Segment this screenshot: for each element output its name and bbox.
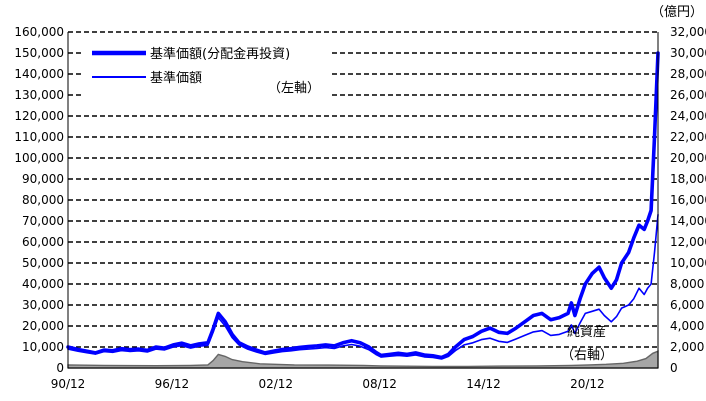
left-tick-label: 20,000	[22, 319, 64, 333]
right-tick-label: 12,000	[670, 235, 706, 249]
left-tick-label: 30,000	[22, 298, 64, 312]
series-line-reinvested	[66, 51, 660, 360]
right-tick-label: 18,000	[670, 172, 706, 186]
left-tick-label: 10,000	[22, 340, 64, 354]
right-tick-label: 20,000	[670, 151, 706, 165]
right-tick-label: 10,000	[670, 256, 706, 270]
right-tick-label: 2,000	[670, 340, 704, 354]
right-tick-label: 6,000	[670, 298, 704, 312]
left-tick-label: 90,000	[22, 172, 64, 186]
x-tick-label: 20/12	[570, 377, 605, 391]
x-tick-label: 08/12	[362, 377, 397, 391]
right-axis-unit: （億円）	[651, 4, 703, 20]
net-assets-annotation: 純資産 （右軸） （億円）	[561, 4, 703, 363]
left-tick-label: 70,000	[22, 214, 64, 228]
left-tick-label: 110,000	[14, 130, 64, 144]
left-tick-label: 140,000	[14, 67, 64, 81]
grid-layer	[68, 31, 658, 348]
right-tick-label: 22,000	[670, 130, 706, 144]
left-tick-label: 150,000	[14, 46, 64, 60]
right-tick-label: 4,000	[670, 319, 704, 333]
legend-box	[82, 38, 330, 98]
net-assets-label: 純資産	[567, 324, 606, 340]
series-line-nav	[67, 213, 659, 360]
left-tick-label: 50,000	[22, 256, 64, 270]
left-tick-label: 130,000	[14, 88, 64, 102]
x-tick-label: 96/12	[155, 377, 190, 391]
net-assets-area	[67, 350, 659, 369]
net-assets-axis-note: （右軸）	[561, 348, 613, 363]
right-tick-label: 32,000	[670, 25, 706, 39]
right-tick-label: 30,000	[670, 46, 706, 60]
left-tick-label: 60,000	[22, 235, 64, 249]
left-tick-label: 100,000	[14, 151, 64, 165]
left-tick-label: 120,000	[14, 109, 64, 123]
left-axis-note: （左軸）	[268, 81, 320, 96]
area-layer	[67, 350, 659, 369]
left-tick-label: 0	[56, 361, 64, 375]
right-tick-label: 26,000	[670, 88, 706, 102]
legend-label-reinvested: 基準価額(分配金再投資)	[150, 46, 290, 62]
left-tick-label: 160,000	[14, 25, 64, 39]
right-tick-label: 14,000	[670, 214, 706, 228]
right-tick-label: 8,000	[670, 277, 704, 291]
right-tick-label: 0	[670, 361, 678, 375]
right-tick-label: 24,000	[670, 109, 706, 123]
legend-label-nav: 基準価額	[150, 70, 202, 86]
axis-layer: 0 10,000 20,000 30,000 40,000 50,000 60,000 70,…	[14, 25, 706, 391]
line-layer	[66, 51, 660, 360]
legend: 基準価額(分配金再投資) 基準価額 （左軸）	[82, 38, 330, 98]
x-tick-label: 90/12	[51, 377, 86, 391]
left-tick-label: 80,000	[22, 193, 64, 207]
x-tick-label: 14/12	[466, 377, 501, 391]
x-tick-label: 02/12	[258, 377, 293, 391]
right-tick-label: 28,000	[670, 67, 706, 81]
right-tick-label: 16,000	[670, 193, 706, 207]
left-tick-label: 40,000	[22, 277, 64, 291]
